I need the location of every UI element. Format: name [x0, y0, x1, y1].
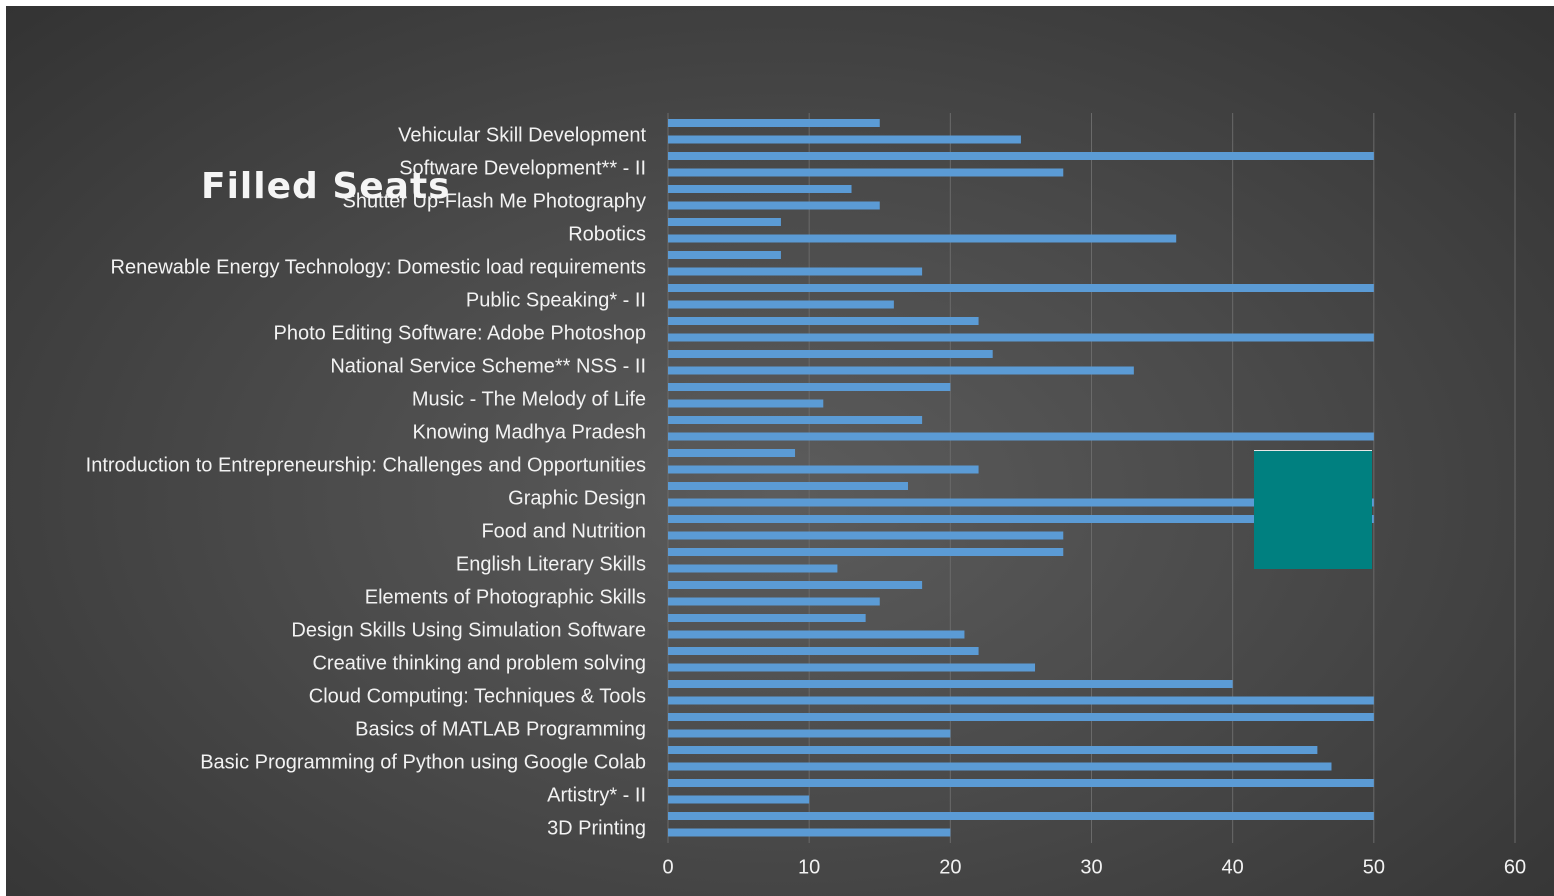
x-tick-label: 0: [662, 856, 673, 878]
bar: [668, 795, 810, 804]
x-tick-label: 40: [1222, 856, 1244, 878]
bar: [668, 234, 1177, 243]
bar: [668, 416, 923, 424]
category-label: Robotics: [568, 223, 646, 245]
bar: [668, 696, 1374, 705]
bar: [668, 284, 1374, 292]
chart-area: Vehicular Skill Development Software Deve…: [6, 6, 1554, 896]
bar: [668, 498, 1374, 507]
category-label: Renewable Energy Technology: Domestic lo…: [111, 256, 646, 278]
x-tick-label: 20: [939, 856, 961, 878]
bar: [668, 680, 1233, 688]
category-label: National Service Scheme** NSS - II: [330, 355, 646, 377]
bar: [668, 663, 1036, 672]
category-label: Basics of MATLAB Programming: [355, 718, 646, 740]
bar: [668, 531, 1064, 540]
bar: [668, 614, 866, 622]
bar: [668, 317, 979, 325]
bar: [668, 201, 880, 210]
bar: [668, 597, 880, 606]
bar: [668, 647, 979, 655]
bar: [668, 251, 781, 259]
x-tick-label: 60: [1504, 856, 1526, 878]
bar: [668, 746, 1318, 754]
bar: [668, 152, 1374, 160]
bar: [668, 366, 1134, 375]
category-label: Basic Programming of Python using Google…: [200, 751, 646, 773]
bar-chart: Vehicular Skill Development Software Deve…: [86, 113, 1526, 878]
bar: [668, 399, 824, 408]
bar: [668, 333, 1374, 342]
bar: [668, 515, 1374, 523]
bar: [668, 449, 796, 457]
bar: [668, 383, 951, 391]
bars: [668, 119, 1374, 837]
bar: [668, 185, 852, 193]
x-tick-label: 50: [1363, 856, 1385, 878]
category-label: Software Development** - II: [399, 157, 646, 179]
bar: [668, 630, 965, 639]
x-tick-label: 30: [1080, 856, 1102, 878]
category-label: Artistry* - II: [547, 784, 646, 806]
x-tick-label: 10: [798, 856, 820, 878]
category-label: Creative thinking and problem solving: [312, 652, 646, 674]
bar: [668, 548, 1064, 556]
bar: [668, 168, 1064, 177]
bar: [668, 779, 1374, 787]
category-label: Photo Editing Software: Adobe Photoshop: [274, 322, 647, 344]
bar: [668, 713, 1374, 721]
category-label: Vehicular Skill Development: [398, 124, 646, 146]
category-label: Elements of Photographic Skills: [365, 586, 646, 608]
bar: [668, 350, 993, 358]
bar: [668, 432, 1374, 441]
category-label: Design Skills Using Simulation Software: [291, 619, 646, 641]
category-label: Music - The Melody of Life: [412, 388, 646, 410]
category-label: Shutter Up-Flash Me Photography: [343, 190, 647, 212]
category-labels: Vehicular Skill Development Software Deve…: [86, 124, 647, 839]
category-label: Public Speaking* - II: [466, 289, 646, 311]
bar: [668, 812, 1374, 820]
bar: [668, 482, 908, 490]
category-label: Knowing Madhya Pradesh: [413, 421, 646, 443]
bar: [668, 828, 951, 837]
category-label: Cloud Computing: Techniques & Tools: [309, 685, 646, 707]
bar: [668, 218, 781, 226]
category-label: English Literary Skills: [456, 553, 646, 575]
category-label: Food and Nutrition: [481, 520, 646, 542]
bar: [668, 267, 923, 276]
bar: [668, 762, 1332, 771]
bar: [668, 300, 894, 309]
bar: [668, 119, 880, 127]
bar: [668, 581, 923, 589]
x-axis-ticks: 0 10 20 30 40 50 60: [662, 856, 1526, 878]
overlay-box: [1254, 450, 1372, 569]
category-label: 3D Printing: [547, 817, 646, 839]
bar: [668, 729, 951, 738]
bar: [668, 135, 1021, 144]
bar: [668, 465, 979, 474]
category-label: Graphic Design: [508, 487, 646, 509]
bar: [668, 564, 838, 573]
category-label: Introduction to Entrepreneurship: Challe…: [86, 454, 646, 476]
